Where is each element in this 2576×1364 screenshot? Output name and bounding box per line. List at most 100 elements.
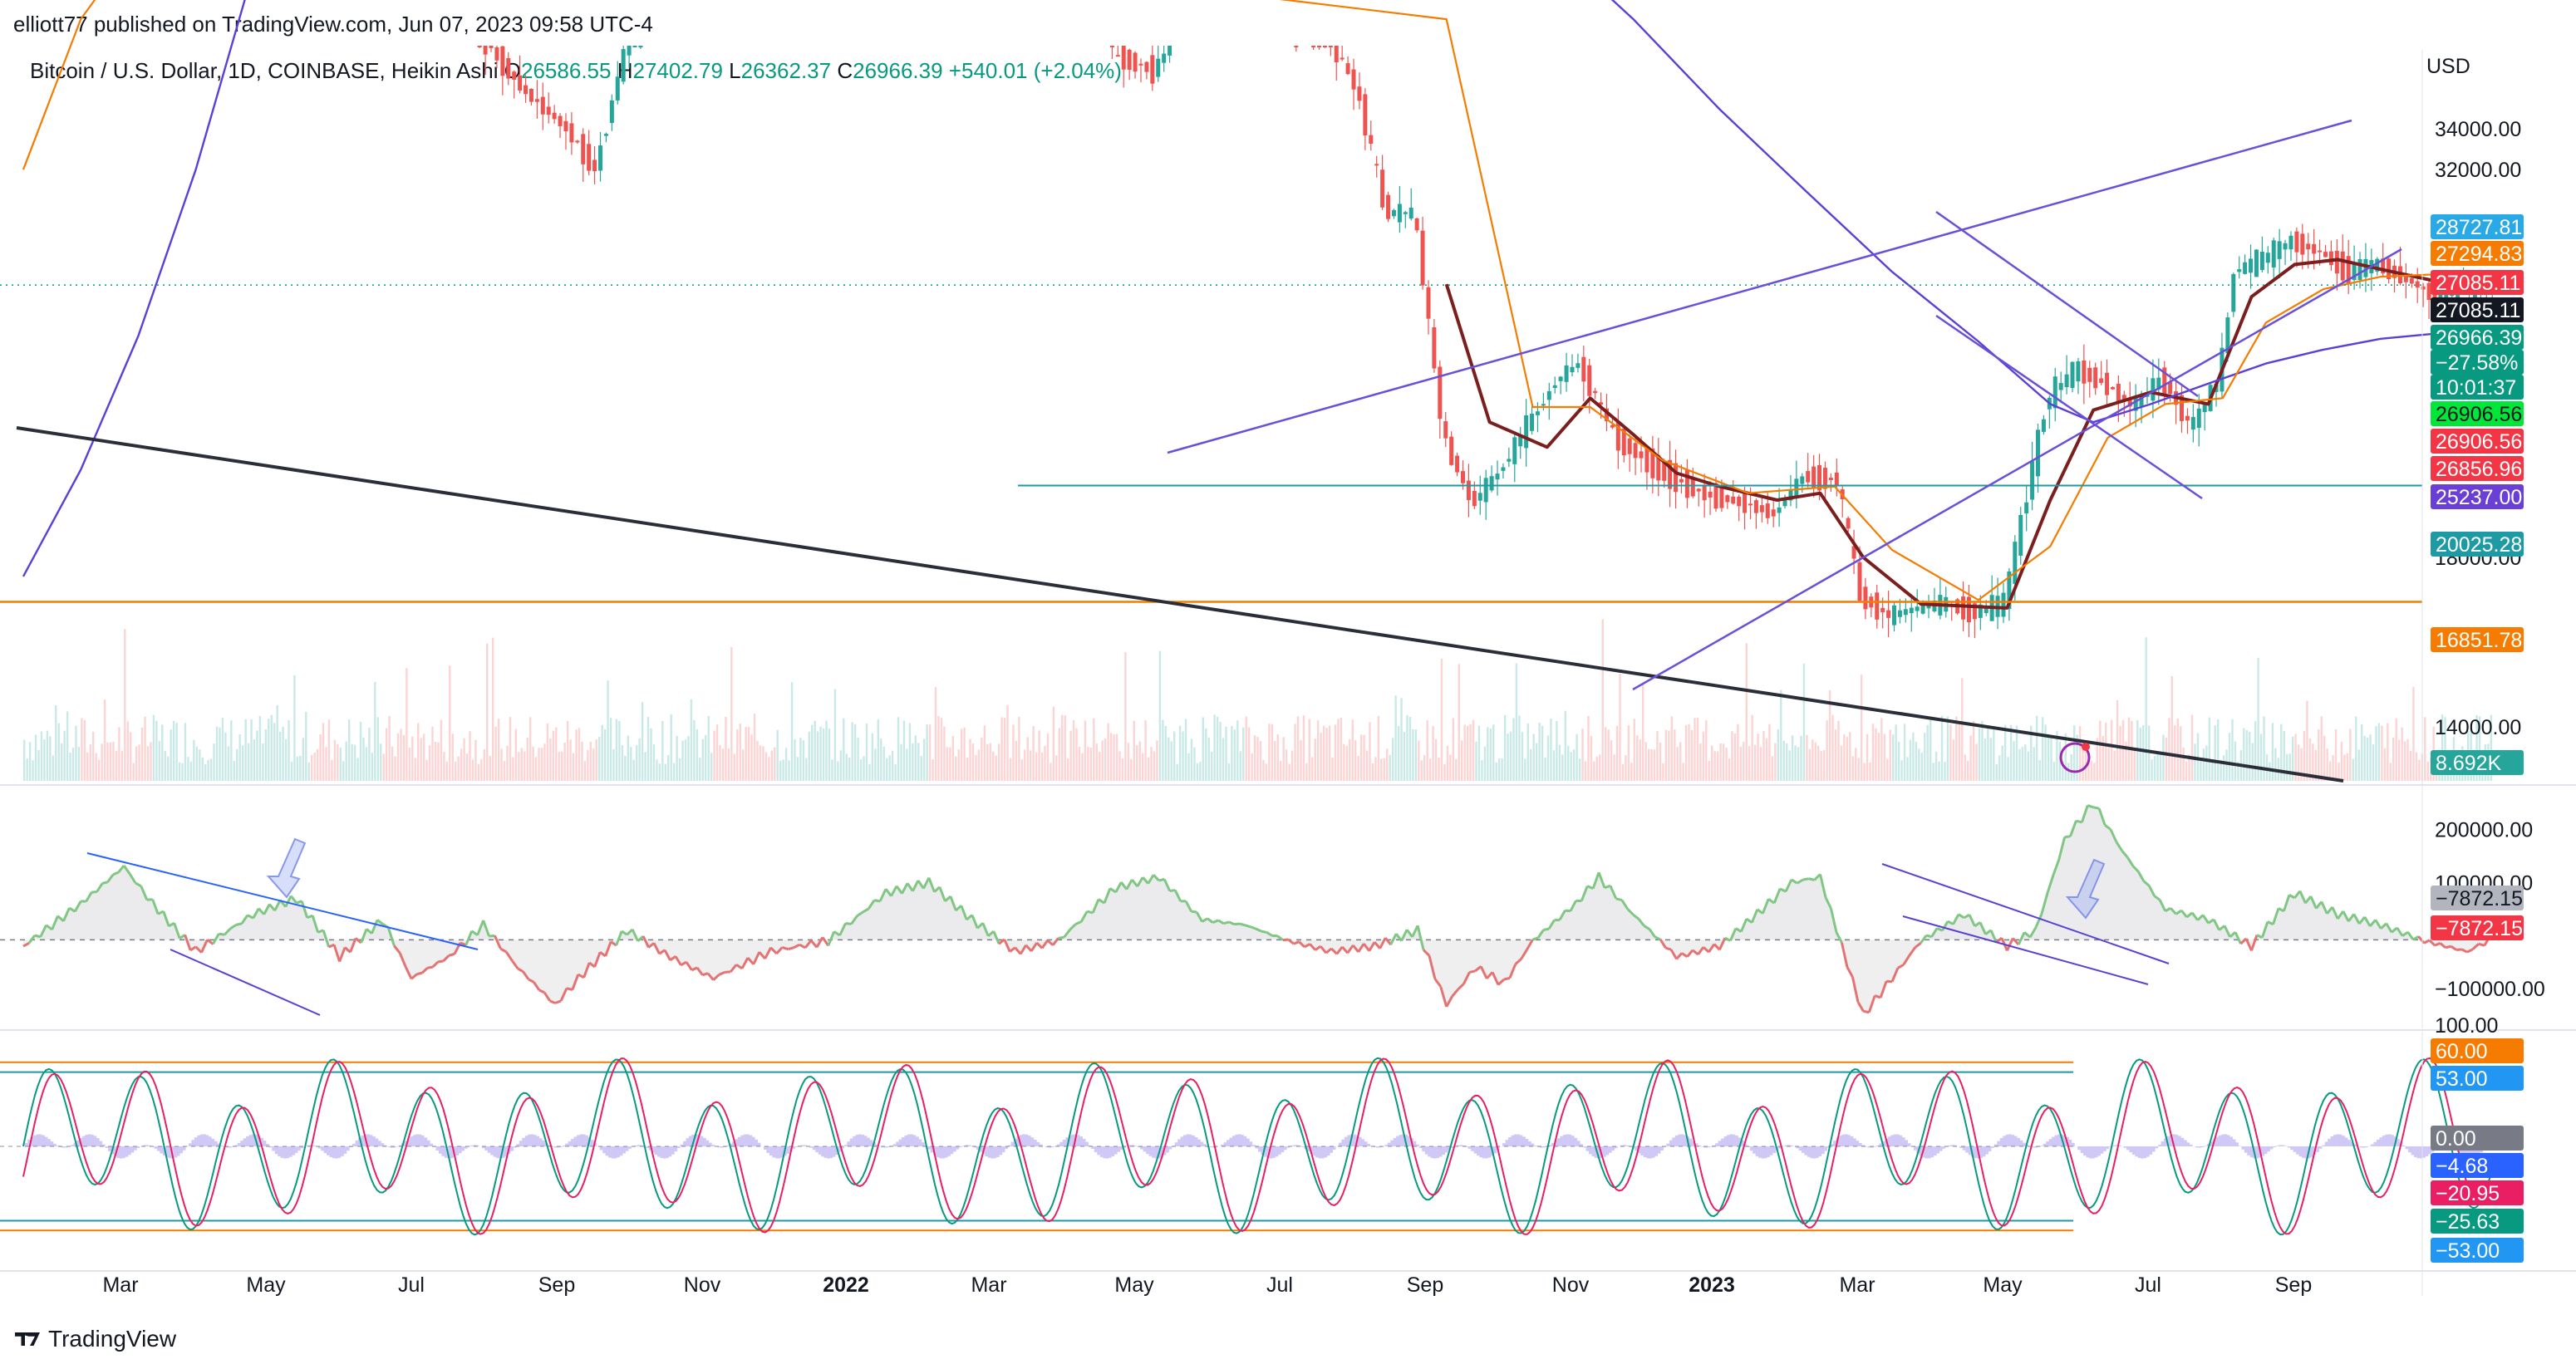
- osc-fill: [1587, 886, 1594, 940]
- candle-body: [581, 134, 586, 164]
- osc-fill: [759, 940, 765, 959]
- candle-body: [2180, 395, 2184, 421]
- osc-line-seg: [404, 966, 413, 980]
- volume-bar: [2214, 725, 2216, 781]
- volume-bar: [563, 743, 566, 781]
- time-axis[interactable]: Mar May Jul Sep Nov 2022 Mar May Jul Sep Nov 2023 Ma…: [102, 1273, 2312, 1297]
- osc-line-seg: [992, 930, 1000, 944]
- volume-bar: [848, 757, 851, 781]
- volume-bar: [943, 726, 946, 781]
- osc-fill: [1446, 940, 1453, 1007]
- osc-line-seg: [122, 865, 131, 875]
- volume-bar: [2395, 718, 2397, 781]
- volume-bar: [2323, 735, 2326, 781]
- candle-body: [1857, 562, 1862, 601]
- volume-bar: [2196, 733, 2200, 781]
- candle-body: [1782, 498, 1787, 507]
- volume-bar: [1115, 734, 1118, 781]
- osc-line-seg: [1643, 925, 1650, 930]
- volume-bar: [1178, 725, 1182, 781]
- osc-fill: [1863, 940, 1870, 1013]
- candle-body: [1311, 46, 1316, 47]
- osc-line-seg: [1131, 879, 1138, 888]
- volume-bar: [1420, 760, 1423, 781]
- volume-bar: [514, 729, 518, 781]
- price-label-text: 27085.11: [2436, 272, 2520, 295]
- volume-bar: [733, 753, 736, 781]
- osc-line-seg: [1330, 947, 1338, 955]
- osc-line-seg: [1003, 939, 1011, 953]
- volume-bar: [543, 743, 546, 781]
- volume-bar: [101, 743, 103, 781]
- volume-bar: [747, 727, 750, 781]
- osc-line-seg: [1463, 971, 1471, 985]
- candle-body: [1812, 466, 1816, 488]
- volume-bar: [1552, 750, 1556, 781]
- volume-bar: [678, 758, 681, 781]
- volume-bar: [687, 736, 690, 781]
- volume-bar: [983, 725, 986, 781]
- volume-bar: [2334, 729, 2338, 781]
- volume-bar: [713, 730, 715, 781]
- osc-line-seg: [2069, 820, 2077, 837]
- candle-body: [1846, 518, 1851, 529]
- osc-fill: [2186, 912, 2193, 940]
- volume-bar: [828, 729, 831, 781]
- osc-line-seg: [2331, 906, 2339, 920]
- osc-line-seg: [427, 965, 434, 969]
- osc-line-seg: [1245, 924, 1251, 929]
- osc-line-seg: [1952, 913, 1960, 925]
- candle-body: [2190, 416, 2195, 430]
- osc-fill: [269, 904, 275, 940]
- volume-bar: [1305, 763, 1308, 781]
- candle-body: [1414, 218, 1419, 231]
- volume-bar: [2027, 751, 2030, 781]
- osc-line-seg: [901, 882, 909, 895]
- volume-bar: [1822, 750, 1826, 781]
- volume-bar: [1426, 720, 1428, 781]
- candle-body: [500, 46, 505, 76]
- volume-bar: [2418, 759, 2421, 781]
- osc-fill: [863, 909, 869, 940]
- candle-body: [1633, 443, 1638, 459]
- candle-body: [1644, 445, 1649, 473]
- volume-bar: [1975, 743, 1978, 781]
- osc-fill: [1897, 940, 1904, 969]
- time-tick: Mar: [102, 1273, 138, 1297]
- volume-bar: [55, 705, 57, 781]
- osc-fill: [1974, 922, 1980, 940]
- price-label-text: 25237.00: [2436, 486, 2522, 509]
- tradingview-logo[interactable]: TradingView: [15, 1326, 176, 1352]
- volume-bar: [676, 736, 678, 781]
- volume-bar: [1668, 730, 1670, 781]
- osc-line-seg: [247, 914, 254, 920]
- osc-line-seg: [494, 935, 502, 949]
- osc-line-seg: [2352, 913, 2361, 925]
- volume-bar: [627, 735, 629, 781]
- volume-bar: [486, 643, 489, 781]
- osc-line-seg: [528, 978, 535, 984]
- osc-line-seg: [376, 919, 384, 925]
- volume-bar: [290, 761, 293, 781]
- price-axis[interactable]: 34000.0032000.0018000.0016000.0014000.00…: [2421, 50, 2545, 1296]
- osc-fill: [124, 866, 130, 940]
- candle-body: [2162, 367, 2167, 396]
- osc-fill: [96, 883, 103, 940]
- osc-line-seg: [224, 927, 232, 936]
- time-tick: Sep: [2275, 1273, 2312, 1297]
- volume-bar: [937, 715, 940, 781]
- volume-bar: [1538, 723, 1541, 781]
- osc-fill: [2288, 895, 2295, 940]
- osc-line-seg: [1508, 964, 1517, 979]
- price-pane[interactable]: [0, 0, 2576, 786]
- candle-body: [2318, 250, 2323, 253]
- stoch-pane[interactable]: [0, 1057, 2576, 1272]
- volume-bar: [2403, 741, 2406, 781]
- osc-fill: [102, 881, 108, 940]
- osc-line-seg: [1405, 929, 1413, 938]
- osc-fill: [411, 940, 417, 979]
- osc-line-seg: [2396, 927, 2404, 937]
- volume-bar: [1915, 742, 1918, 781]
- oscillator-pane[interactable]: [0, 804, 2576, 1031]
